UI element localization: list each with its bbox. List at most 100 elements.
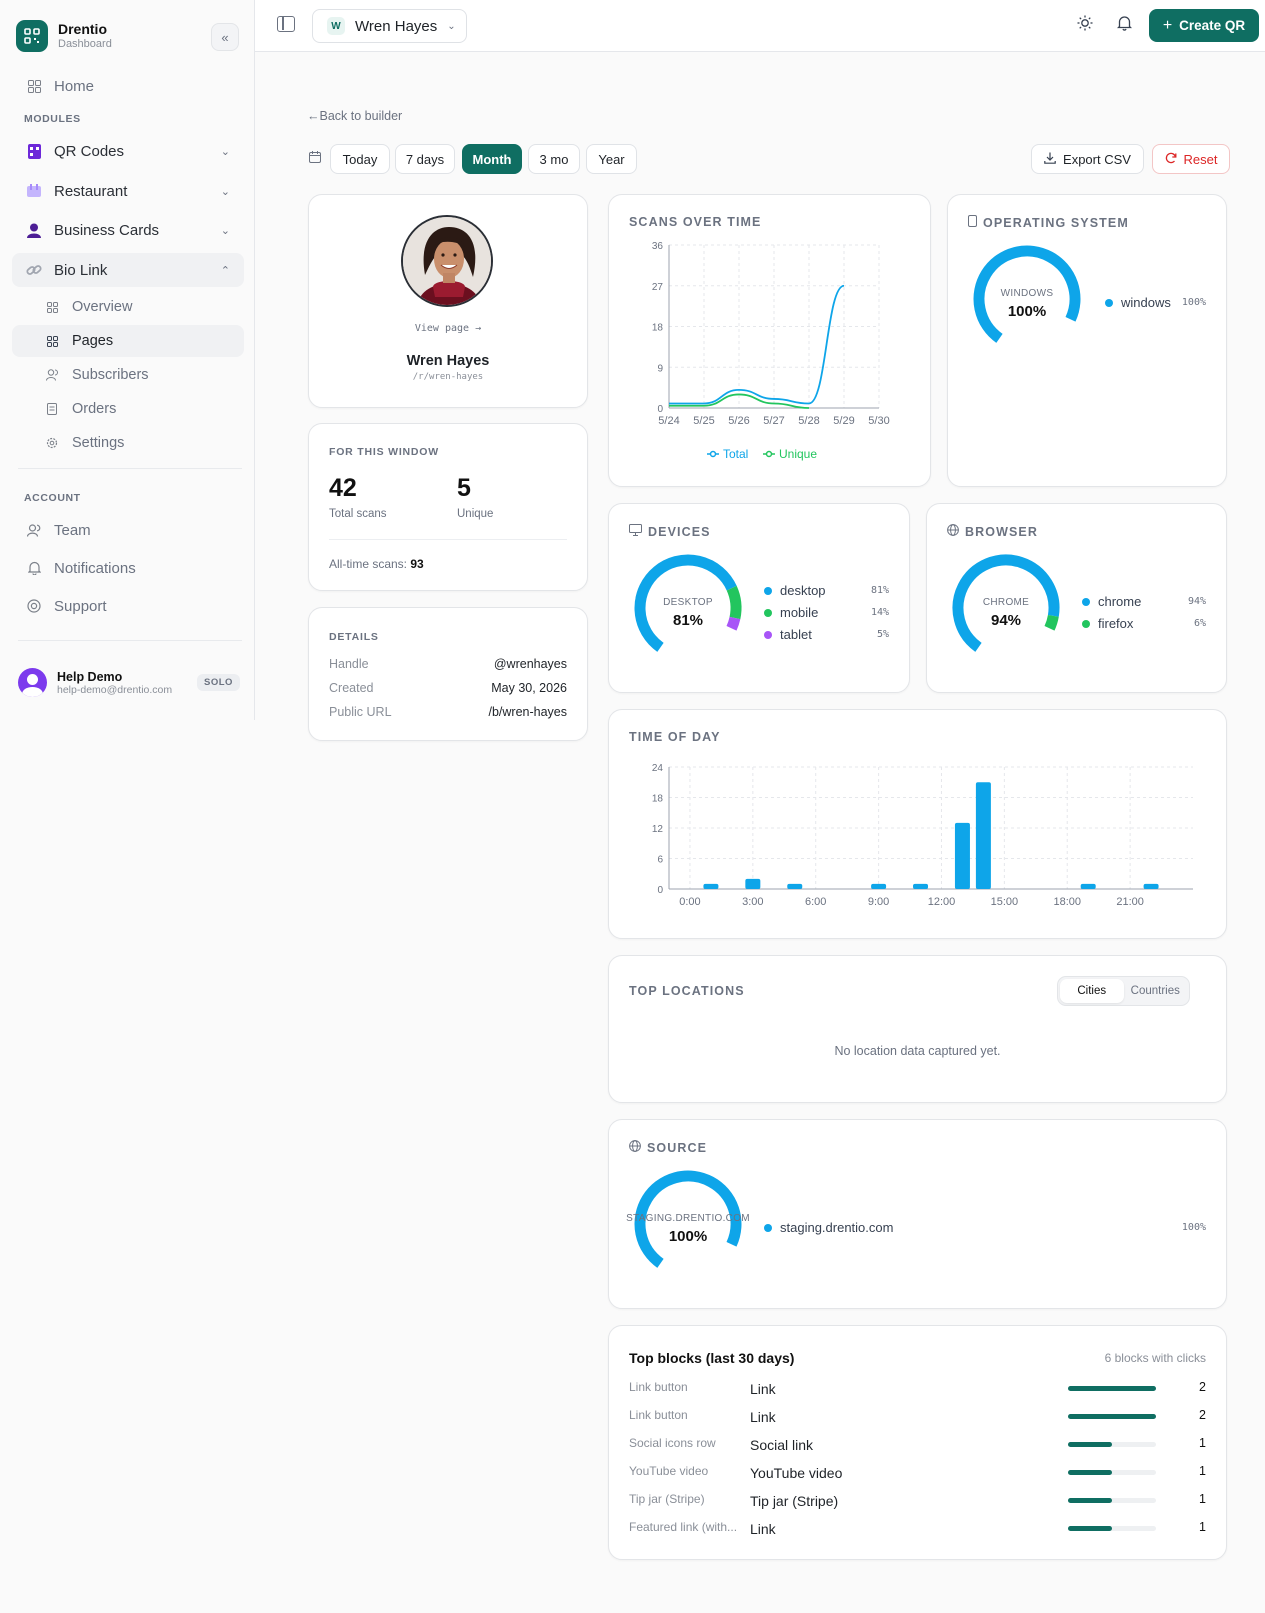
globe-icon: [947, 524, 959, 539]
source-title: SOURCE: [629, 1140, 707, 1155]
legend-item: desktop: [764, 583, 826, 598]
sidebar-item-label: Overview: [72, 299, 133, 315]
bar: [871, 883, 887, 889]
x-tick-label: 6:00: [805, 896, 826, 908]
range-today-button[interactable]: Today: [330, 144, 390, 174]
donut-center-label: STAGING.DRENTIO.COM: [626, 1213, 750, 1224]
donut-center-value: 100%: [1007, 303, 1047, 320]
legend-dot: [1082, 597, 1090, 606]
y-tick-label: 27: [652, 282, 664, 293]
block-label: Social link: [750, 1437, 814, 1453]
sidebar-item-notifications[interactable]: Notifications: [12, 551, 244, 585]
workspace-initial: W: [327, 17, 345, 35]
create-qr-button[interactable]: + Create QR: [1149, 9, 1259, 42]
range-month-button[interactable]: Month: [462, 144, 522, 174]
chevron-down-icon: ⌄: [220, 185, 230, 198]
x-tick-label: 21:00: [1116, 896, 1144, 908]
donut-segment-staging.drentio.com: [634, 1170, 742, 1268]
block-click-bar: [1068, 1386, 1156, 1391]
back-to-builder-link[interactable]: ←Back to builder: [307, 109, 402, 123]
block-type: Social icons row: [629, 1436, 716, 1450]
refresh-icon: [1165, 152, 1177, 167]
legend-dot: [1082, 619, 1090, 628]
legend-pct: 81%: [870, 585, 889, 596]
grid-icon: [26, 78, 42, 94]
donut-segment-chrome: [952, 554, 1060, 652]
brand-name: Drentio: [58, 21, 107, 37]
sidebar-sub-item-subscribers[interactable]: Subscribers: [12, 359, 244, 391]
qr-icon: [26, 143, 42, 159]
sidebar-item-team[interactable]: Team: [12, 513, 244, 547]
user-profile[interactable]: Help Demo help-demo@drentio.com: [18, 668, 172, 697]
block-click-bar-fill: [1068, 1386, 1156, 1391]
x-tick-label: 12:00: [928, 896, 956, 908]
donut-center-value: 100%: [668, 1228, 708, 1245]
block-type: Link button: [629, 1380, 688, 1394]
browser-title-text: BROWSER: [965, 524, 1038, 539]
sidebar-sub-item-pages[interactable]: Pages: [12, 325, 244, 357]
window-stats-card: FOR THIS WINDOW 42 Total scans 5 Unique …: [308, 423, 588, 591]
toggle-sidebar-panel-icon[interactable]: [277, 16, 295, 32]
chevron-down-icon: ⌄: [220, 224, 230, 237]
sidebar-item-support[interactable]: Support: [12, 589, 244, 623]
view-page-link[interactable]: View page →: [414, 323, 482, 334]
donut-center-value: 94%: [990, 612, 1022, 629]
sidebar-item-restaurant[interactable]: Restaurant ⌄: [12, 174, 244, 208]
sidebar-sub-item-settings[interactable]: Settings: [12, 427, 244, 459]
table-row: Tip jar (Stripe) Tip jar (Stripe) 1: [629, 1492, 1206, 1512]
reset-button[interactable]: Reset: [1152, 144, 1230, 174]
bar: [787, 883, 803, 889]
x-tick-label: 3:00: [742, 896, 763, 908]
table-row: Social icons row Social link 1: [629, 1436, 1206, 1456]
block-click-count: 2: [1199, 1408, 1206, 1422]
gear-icon: [44, 435, 60, 451]
block-click-bar-fill: [1068, 1526, 1112, 1531]
range-3mo-button[interactable]: 3 mo: [528, 144, 580, 174]
detail-key: Public URL: [329, 705, 392, 719]
block-click-bar-fill: [1068, 1498, 1112, 1503]
table-row: Featured link (with... Link 1: [629, 1520, 1206, 1540]
sidebar-item-qr-codes[interactable]: QR Codes ⌄: [12, 134, 244, 168]
devices-card: DEVICES DESKTOP 81% desktop 81% mobile 1…: [608, 503, 910, 693]
bar: [975, 782, 991, 889]
export-csv-button[interactable]: Export CSV: [1031, 144, 1144, 174]
collapse-sidebar-button[interactable]: «: [211, 23, 239, 51]
brand[interactable]: Drentio Dashboard: [16, 20, 112, 52]
block-click-count: 1: [1199, 1464, 1206, 1478]
details-title: DETAILS: [329, 631, 379, 643]
table-row: YouTube video YouTube video 1: [629, 1464, 1206, 1484]
block-click-bar-fill: [1068, 1442, 1112, 1447]
sidebar-sub-item-overview[interactable]: Overview: [12, 291, 244, 323]
sidebar-item-label: Subscribers: [72, 367, 149, 383]
sidebar-item-label: Settings: [72, 435, 125, 451]
all-time-scans: All-time scans: 93: [329, 557, 424, 571]
legend-pct: 100%: [1181, 1222, 1206, 1233]
sidebar-item-bio-link[interactable]: Bio Link ⌃: [12, 253, 244, 287]
bell-icon[interactable]: [1116, 15, 1133, 36]
tab-cities[interactable]: Cities: [1060, 979, 1124, 1003]
detail-row: Public URL /b/wren-hayes: [329, 705, 567, 719]
block-click-bar: [1068, 1526, 1156, 1531]
x-tick-label: 5/30: [868, 415, 889, 427]
sidebar-item-home[interactable]: Home: [12, 69, 244, 103]
sidebar-item-business-cards[interactable]: Business Cards ⌄: [12, 213, 244, 247]
sun-icon[interactable]: [1077, 15, 1093, 36]
block-click-bar-fill: [1068, 1470, 1112, 1475]
block-click-bar: [1068, 1498, 1156, 1503]
workspace-selector[interactable]: W Wren Hayes ⌄: [312, 9, 467, 43]
block-label: Link: [750, 1381, 776, 1397]
x-tick-label: 5/25: [693, 415, 714, 427]
y-tick-label: 0: [657, 404, 663, 415]
top-locations-card: TOP LOCATIONS Cities Countries No locati…: [608, 955, 1227, 1103]
profile-card: View page → Wren Hayes /r/wren-hayes: [308, 194, 588, 408]
legend-label: staging.drentio.com: [780, 1220, 894, 1235]
range-year-button[interactable]: Year: [586, 144, 637, 174]
detail-value: @wrenhayes: [493, 657, 567, 671]
range-7-days-button[interactable]: 7 days: [395, 144, 455, 174]
business-card-icon: [26, 222, 42, 238]
create-qr-label: Create QR: [1179, 18, 1246, 33]
tab-countries[interactable]: Countries: [1130, 985, 1180, 997]
sidebar-sub-item-orders[interactable]: Orders: [12, 393, 244, 425]
phone-icon: [968, 215, 977, 230]
donut-center-label: DESKTOP: [663, 597, 713, 608]
